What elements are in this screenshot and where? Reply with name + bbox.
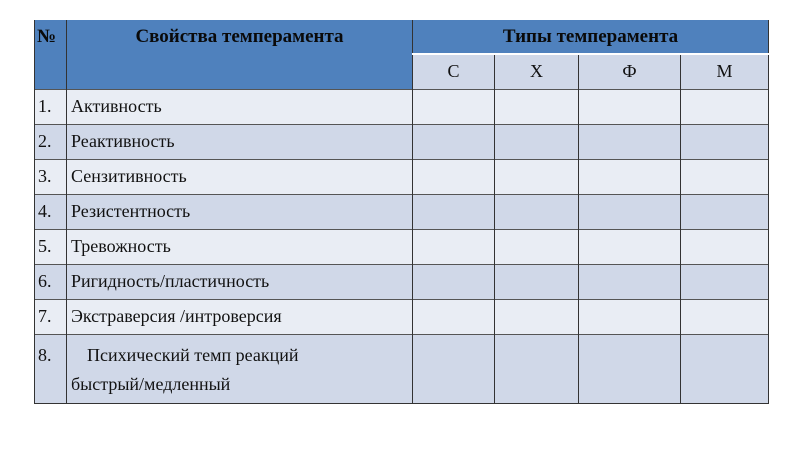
row-property: Активность [66, 88, 413, 124]
temperament-table: № Свойства темперамента Типы темперамент… [34, 20, 770, 404]
table-row: 1. Активность [34, 88, 770, 124]
row-property: Сензитивность [66, 158, 413, 194]
row-number: 3. [34, 158, 67, 194]
type-cell [578, 333, 681, 404]
header-number: № [34, 20, 67, 89]
type-cell [679, 298, 770, 334]
header-type-f: Ф [578, 54, 681, 89]
table-row: 3. Сензитивность [34, 158, 770, 194]
type-cell [578, 158, 681, 194]
type-cell [412, 88, 495, 124]
type-cell [679, 123, 770, 159]
type-cell [494, 88, 579, 124]
type-cell [412, 193, 495, 229]
table-row: 7. Экстраверсия /интроверсия [34, 298, 770, 334]
type-cell [412, 333, 495, 404]
row-number: 5. [34, 228, 67, 264]
header-properties: Свойства темперамента [66, 20, 413, 89]
row-number: 4. [34, 193, 67, 229]
property-line1: Психический темп реакций [87, 344, 299, 365]
row-property: Психический темп реакций быстрый/медленны… [66, 333, 413, 404]
property-line2: быстрый/медленный [71, 373, 231, 394]
type-cell [494, 298, 579, 334]
type-cell [494, 158, 579, 194]
type-cell [578, 88, 681, 124]
type-cell [412, 263, 495, 299]
table-row: 5. Тревожность [34, 228, 770, 264]
type-cell [578, 298, 681, 334]
header-type-s: С [412, 54, 495, 89]
row-number: 1. [34, 88, 67, 124]
row-property: Реактивность [66, 123, 413, 159]
row-property: Ригидность/пластичность [66, 263, 413, 299]
type-cell [494, 193, 579, 229]
type-cell [578, 123, 681, 159]
row-number: 6. [34, 263, 67, 299]
type-cell [494, 123, 579, 159]
table-row: 6. Ригидность/пластичность [34, 263, 770, 299]
type-cell [494, 333, 579, 404]
type-cell [679, 88, 770, 124]
row-number: 8. [34, 333, 67, 404]
row-property: Резистентность [66, 193, 413, 229]
table-row: 4. Резистентность [34, 193, 770, 229]
type-cell [412, 298, 495, 334]
row-property: Экстраверсия /интроверсия [66, 298, 413, 334]
row-property: Тревожность [66, 228, 413, 264]
type-cell [679, 333, 770, 404]
type-cell [679, 158, 770, 194]
type-cell [679, 263, 770, 299]
type-cell [578, 228, 681, 264]
type-cell [578, 193, 681, 229]
type-cell [412, 123, 495, 159]
header-type-kh: Х [494, 54, 579, 89]
type-cell [494, 263, 579, 299]
header-types: Типы темперамента [411, 20, 770, 55]
table-row: 8. Психический темп реакций быстрый/медлен… [34, 333, 770, 404]
type-cell [679, 193, 770, 229]
table-row: 2. Реактивность [34, 123, 770, 159]
type-cell [412, 158, 495, 194]
row-number: 7. [34, 298, 67, 334]
type-cell [412, 228, 495, 264]
row-number: 2. [34, 123, 67, 159]
header-type-m: М [679, 54, 770, 89]
type-cell [578, 263, 681, 299]
type-cell [679, 228, 770, 264]
type-cell [494, 228, 579, 264]
